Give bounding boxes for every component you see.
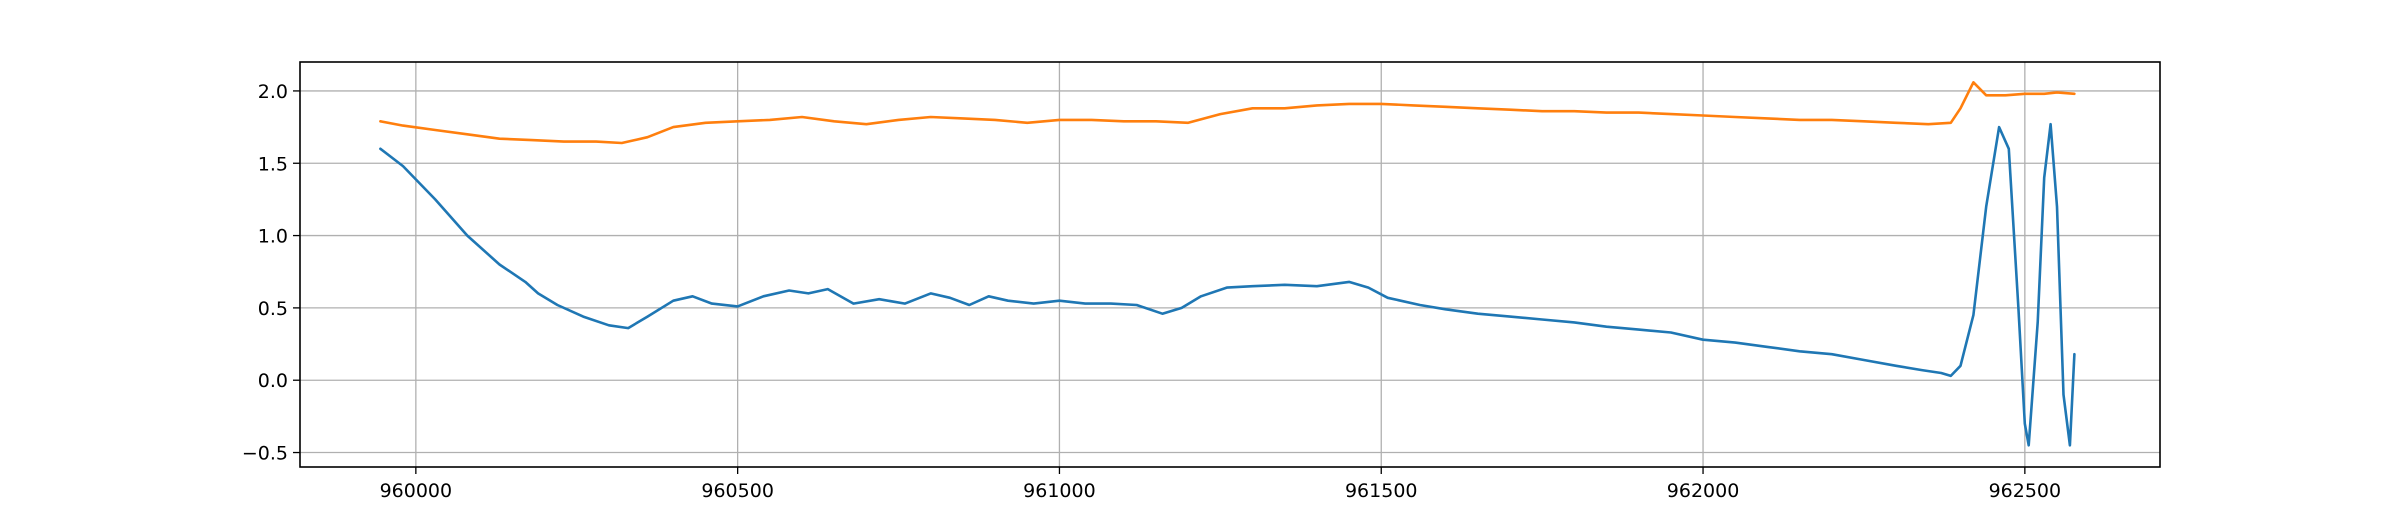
x-tick-label: 962500: [1989, 480, 2062, 502]
series-line-1: [379, 122, 2076, 447]
y-tick-label: 1.5: [258, 153, 288, 175]
x-tick-label: 960000: [380, 480, 453, 502]
grid: [300, 62, 2160, 467]
x-tick-label: 961000: [1023, 480, 1096, 502]
x-tick-label: 962000: [1667, 480, 1740, 502]
series-layer: [379, 81, 2076, 447]
series-line-2: [379, 81, 2076, 145]
x-tick-label: 961500: [1345, 480, 1418, 502]
y-tick-label: −0.5: [242, 443, 288, 465]
y-tick-label: 1.0: [258, 226, 288, 248]
plot-frame: [299, 61, 2161, 468]
axis-ticks: 960000 960500 961000 961500 962000 962500 2.0 1…: [242, 81, 2061, 502]
y-tick-label: 2.0: [258, 81, 288, 103]
x-tick-label: 960500: [701, 480, 774, 502]
y-tick-label: 0.5: [258, 298, 288, 320]
y-tick-label: 0.0: [258, 370, 288, 392]
